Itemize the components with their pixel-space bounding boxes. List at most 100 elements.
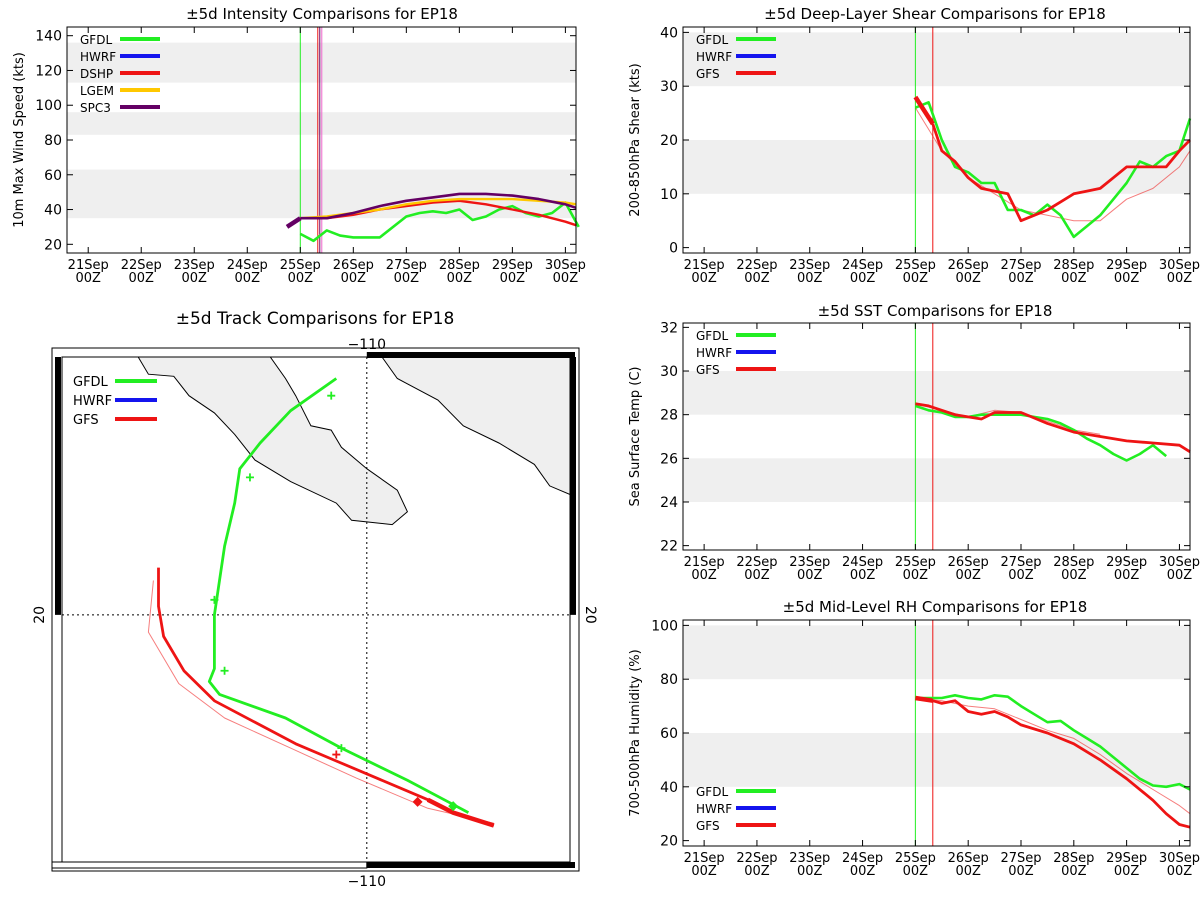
rh-history-gfs xyxy=(915,695,934,703)
rh-x-tick-label-hour: 00Z xyxy=(1167,864,1193,879)
shear-shade-band xyxy=(683,32,1190,87)
rh-y-tick-label: 60 xyxy=(660,726,678,742)
rh-chart-title: ±5d Mid-Level RH Comparisons for EP18 xyxy=(783,598,1088,616)
intensity-y-tick-label: 120 xyxy=(35,63,62,79)
rh-legend-label: HWRF xyxy=(696,802,732,816)
shear-y-tick-label: 0 xyxy=(669,241,678,257)
sst-legend-label: GFS xyxy=(696,363,720,377)
intensity-x-tick-label-hour: 00Z xyxy=(75,271,101,286)
rh-x-tick-label-day: 23Sep xyxy=(789,851,830,866)
intensity-series-spc3 xyxy=(300,192,577,220)
sst-y-tick-label: 26 xyxy=(660,451,678,467)
track-legend-label: HWRF xyxy=(73,394,112,409)
track-border-bar xyxy=(366,352,575,358)
track-point-marker-gfdl xyxy=(220,666,229,675)
intensity-x-tick-label-hour: 00Z xyxy=(288,271,314,286)
sst-chart: 22242628303221Sep00Z22Sep00Z23Sep00Z24Se… xyxy=(628,320,1200,583)
sst-legend-label: HWRF xyxy=(696,346,732,360)
sst-x-tick-label-day: 28Sep xyxy=(1053,555,1094,570)
shear-x-tick-label-day: 27Sep xyxy=(1000,258,1041,273)
sst-x-tick-label-day: 26Sep xyxy=(948,555,989,570)
rh-legend-label: GFDL xyxy=(696,785,728,799)
shear-history-gfs xyxy=(913,95,935,126)
intensity-legend-label: DSHP xyxy=(80,67,113,81)
intensity-x-tick-label-day: 27Sep xyxy=(386,258,427,273)
shear-x-tick-label-hour: 00Z xyxy=(850,271,876,286)
track-path-gfs-bold xyxy=(426,797,495,828)
shear-chart-title: ±5d Deep-Layer Shear Comparisons for EP1… xyxy=(764,5,1106,23)
shear-x-tick-label-hour: 00Z xyxy=(955,271,981,286)
shear-x-tick-label-day: 29Sep xyxy=(1106,258,1147,273)
sst-x-tick-label-hour: 00Z xyxy=(1061,568,1087,583)
track-border-bar xyxy=(570,357,576,615)
intensity-y-tick-label: 100 xyxy=(35,98,62,114)
intensity-legend-label: GFDL xyxy=(80,33,112,47)
rh-shade-band xyxy=(683,733,1190,787)
intensity-x-tick-label-hour: 00Z xyxy=(394,271,420,286)
track-border-bar xyxy=(55,357,61,615)
shear-x-tick-label-day: 30Sep xyxy=(1159,258,1200,273)
rh-x-tick-label-hour: 00Z xyxy=(850,864,876,879)
rh-series-gfs-prior xyxy=(915,697,1191,815)
sst-y-tick-label: 32 xyxy=(660,320,678,336)
shear-legend-label: GFS xyxy=(696,67,720,81)
sst-x-tick-label-day: 29Sep xyxy=(1106,555,1147,570)
shear-x-tick-label-hour: 00Z xyxy=(1114,271,1140,286)
track-legend-label: GFDL xyxy=(73,375,109,390)
intensity-legend-label: LGEM xyxy=(80,84,114,98)
track-point-marker-gfdl xyxy=(337,744,346,753)
track-lon-label-top: −110 xyxy=(348,337,386,353)
track-point-marker-gfs xyxy=(332,750,341,759)
shear-y-tick-label: 40 xyxy=(660,25,678,41)
sst-x-tick-label-day: 23Sep xyxy=(789,555,830,570)
intensity-x-tick-label-hour: 00Z xyxy=(553,271,579,286)
track-chart: −110 −110 20 20 GFDL HWRF GFS xyxy=(32,337,598,890)
shear-x-tick-label-day: 24Sep xyxy=(842,258,883,273)
shear-chart: 01020304021Sep00Z22Sep00Z23Sep00Z24Sep00… xyxy=(628,25,1200,286)
rh-x-tick-label-hour: 00Z xyxy=(744,864,770,879)
shear-x-tick-label-day: 22Sep xyxy=(736,258,777,273)
sst-y-tick-label: 22 xyxy=(660,539,678,555)
shear-shade-band xyxy=(683,140,1190,194)
rh-x-tick-label-hour: 00Z xyxy=(1008,864,1034,879)
intensity-x-tick-label-hour: 00Z xyxy=(341,271,367,286)
track-lon-label-bottom: −110 xyxy=(348,874,386,890)
track-point-marker-gfdl xyxy=(210,595,219,604)
sst-x-tick-label-hour: 00Z xyxy=(1008,568,1034,583)
intensity-legend-label: HWRF xyxy=(80,50,116,64)
shear-x-tick-label-day: 28Sep xyxy=(1053,258,1094,273)
rh-x-tick-label-day: 26Sep xyxy=(948,851,989,866)
sst-series-gfs xyxy=(915,402,1191,453)
intensity-x-tick-label-day: 25Sep xyxy=(280,258,321,273)
rh-x-tick-label-day: 28Sep xyxy=(1053,851,1094,866)
intensity-y-axis-label: 10m Max Wind Speed (kts) xyxy=(12,52,27,228)
intensity-y-tick-label: 60 xyxy=(44,168,62,184)
track-border-bar xyxy=(51,861,368,869)
sst-x-tick-label-hour: 00Z xyxy=(903,568,929,583)
intensity-x-tick-label-day: 29Sep xyxy=(492,258,533,273)
intensity-x-tick-label-hour: 00Z xyxy=(500,271,526,286)
rh-x-tick-label-day: 27Sep xyxy=(1000,851,1041,866)
intensity-x-tick-label-day: 28Sep xyxy=(439,258,480,273)
sst-x-tick-label-hour: 00Z xyxy=(955,568,981,583)
intensity-y-tick-label: 40 xyxy=(44,203,62,219)
intensity-x-tick-label-day: 30Sep xyxy=(545,258,586,273)
intensity-x-tick-label-day: 24Sep xyxy=(227,258,268,273)
intensity-y-tick-label: 20 xyxy=(44,237,62,253)
rh-x-tick-label-day: 22Sep xyxy=(736,851,777,866)
sst-x-tick-label-hour: 00Z xyxy=(1167,568,1193,583)
intensity-series-dshp xyxy=(300,199,577,227)
track-lat-label-right: 20 xyxy=(582,606,598,624)
shear-y-tick-label: 20 xyxy=(660,133,678,149)
sst-x-tick-label-day: 22Sep xyxy=(736,555,777,570)
rh-y-tick-label: 100 xyxy=(651,618,678,634)
intensity-x-tick-label-day: 22Sep xyxy=(121,258,162,273)
intensity-x-tick-label-day: 21Sep xyxy=(68,258,109,273)
shear-y-tick-label: 30 xyxy=(660,79,678,95)
sst-x-tick-label-hour: 00Z xyxy=(691,568,717,583)
track-position-marker-gfs xyxy=(412,796,423,807)
shear-x-tick-label-hour: 00Z xyxy=(1008,271,1034,286)
shear-x-tick-label-hour: 00Z xyxy=(744,271,770,286)
track-point-marker-gfdl xyxy=(327,391,336,400)
track-position-marker-gfdl xyxy=(448,801,459,812)
